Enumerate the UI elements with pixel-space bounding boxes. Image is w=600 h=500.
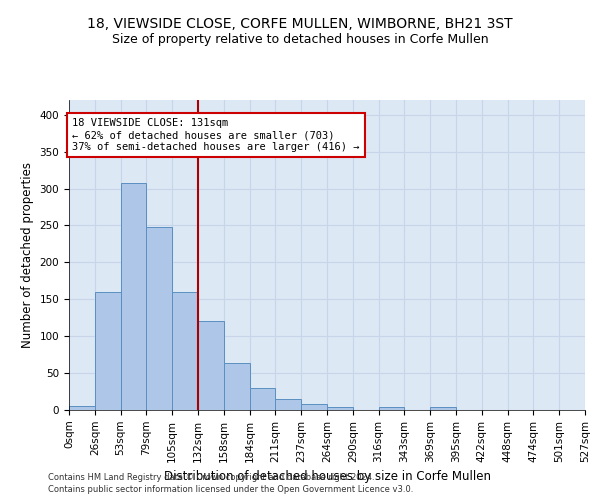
Y-axis label: Number of detached properties: Number of detached properties xyxy=(21,162,34,348)
X-axis label: Distribution of detached houses by size in Corfe Mullen: Distribution of detached houses by size … xyxy=(163,470,491,483)
Bar xyxy=(224,363,250,410)
Text: Contains public sector information licensed under the Open Government Licence v3: Contains public sector information licen… xyxy=(48,485,413,494)
Bar xyxy=(379,407,404,410)
Text: 18, VIEWSIDE CLOSE, CORFE MULLEN, WIMBORNE, BH21 3ST: 18, VIEWSIDE CLOSE, CORFE MULLEN, WIMBOR… xyxy=(87,18,513,32)
Text: 18 VIEWSIDE CLOSE: 131sqm
← 62% of detached houses are smaller (703)
37% of semi: 18 VIEWSIDE CLOSE: 131sqm ← 62% of detac… xyxy=(72,118,359,152)
Bar xyxy=(275,399,301,410)
Bar xyxy=(198,320,224,410)
Bar xyxy=(172,292,198,410)
Bar xyxy=(69,406,95,410)
Text: Contains HM Land Registry data © Crown copyright and database right 2024.: Contains HM Land Registry data © Crown c… xyxy=(48,472,374,482)
Bar xyxy=(327,407,353,410)
Bar xyxy=(430,407,456,410)
Bar xyxy=(146,227,172,410)
Bar xyxy=(250,388,275,410)
Bar xyxy=(301,404,327,410)
Text: Size of property relative to detached houses in Corfe Mullen: Size of property relative to detached ho… xyxy=(112,32,488,46)
Bar xyxy=(121,184,146,410)
Bar xyxy=(95,292,121,410)
